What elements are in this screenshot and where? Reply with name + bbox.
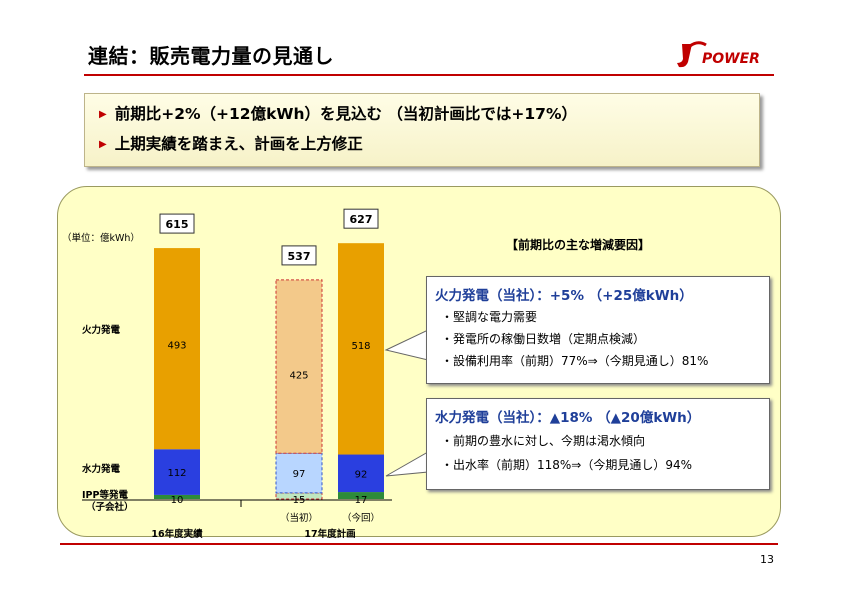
- summary-box: ▶ 前期比+2%（+12億kWh）を見込む （当初計画比では+17%） ▶ 上期実績…: [84, 93, 760, 167]
- title-rule: [84, 74, 774, 76]
- legend-label-thermal: 火力発電: [82, 325, 121, 336]
- thermal-callout-pointer: [384, 329, 429, 361]
- bar-ipp-1: [275, 492, 323, 500]
- page-title: 連結：販売電力量の見通し: [88, 44, 334, 68]
- group-label-fy16: 16年度実績: [151, 528, 203, 540]
- data-label-hydro-1: 97: [293, 469, 306, 480]
- hydro-callout-pointer: [385, 451, 429, 477]
- bullet-triangle-icon: ▶: [99, 139, 107, 150]
- summary-bullet-2-text: 上期実績を踏まえ、計画を上方修正: [114, 135, 363, 153]
- factors-title: 【前期比の主な増減要因】: [506, 238, 651, 252]
- bar-thermal-1: [275, 279, 323, 454]
- logo-text: POWER: [702, 51, 760, 67]
- thermal-factor-line-3: ・設備利用率（前期）77%⇒（今期見通し）81%: [441, 354, 709, 368]
- bar-ipp-0: [154, 494, 200, 499]
- total-box-1: [281, 245, 317, 266]
- data-label-hydro-2: 92: [355, 469, 368, 480]
- hydro-factor-line-1: ・前期の豊水に対し、今期は渇水傾向: [441, 434, 646, 448]
- summary-bullet-1-text: 前期比+2%（+12億kWh）を見込む （当初計画比では+17%）: [114, 105, 577, 123]
- bar-thermal-0: [154, 248, 200, 450]
- footer-rule: [60, 543, 778, 545]
- total-label-0: 615: [166, 218, 189, 231]
- hydro-factor-callout: 水力発電（当社）：▲18% （▲20億kWh） ・前期の豊水に対し、今期は渇水傾…: [426, 398, 770, 490]
- thermal-factor-line-2: ・発電所の稼働日数増（定期点検減）: [441, 332, 646, 346]
- bar-hydro-2: [338, 454, 384, 493]
- legend-label-ipp: IPP等発電: [82, 490, 128, 501]
- logo-j-mark: [677, 44, 692, 68]
- data-label-thermal-2: 518: [351, 341, 370, 352]
- group-label-fy17: 17年度計画: [304, 528, 355, 540]
- total-label-1: 537: [288, 250, 311, 263]
- data-label-thermal-1: 425: [289, 371, 308, 382]
- total-label-2: 627: [350, 213, 373, 226]
- data-label-thermal-0: 493: [167, 341, 186, 352]
- unit-label: （単位：億kWh）: [62, 233, 140, 244]
- page-number: 13: [760, 553, 774, 566]
- bar-hydro-0: [154, 449, 200, 495]
- thermal-factor-line-1: ・堅調な電力需要: [441, 310, 538, 324]
- thermal-factor-head: 火力発電（当社）：+5% （+25億kWh）: [435, 288, 693, 304]
- category-sub-label-1: （当初）: [280, 512, 318, 524]
- legend-label-ipp-sub: （子会社）: [86, 502, 134, 513]
- total-box-0: [159, 213, 195, 234]
- hydro-factor-line-2: ・出水率（前期）118%⇒（今期見通し）94%: [441, 458, 693, 472]
- bullet-triangle-icon: ▶: [99, 109, 107, 120]
- thermal-factor-callout: 火力発電（当社）：+5% （+25億kWh） ・堅調な電力需要 ・発電所の稼働日…: [426, 276, 770, 384]
- logo-swoosh: [689, 41, 707, 48]
- hydro-factor-head: 水力発電（当社）：▲18% （▲20億kWh）: [435, 410, 701, 426]
- company-logo: POWER: [677, 41, 760, 68]
- summary-bullet-2: ▶ 上期実績を踏まえ、計画を上方修正: [99, 132, 363, 154]
- category-sub-label-2: （今回）: [342, 512, 380, 524]
- legend-label-hydro: 水力発電: [82, 464, 121, 475]
- data-label-hydro-0: 112: [167, 468, 186, 479]
- total-box-2: [343, 208, 379, 229]
- summary-bullet-1: ▶ 前期比+2%（+12億kWh）を見込む （当初計画比では+17%）: [99, 102, 577, 124]
- bar-ipp-2: [338, 492, 384, 499]
- bar-thermal-2: [338, 243, 384, 455]
